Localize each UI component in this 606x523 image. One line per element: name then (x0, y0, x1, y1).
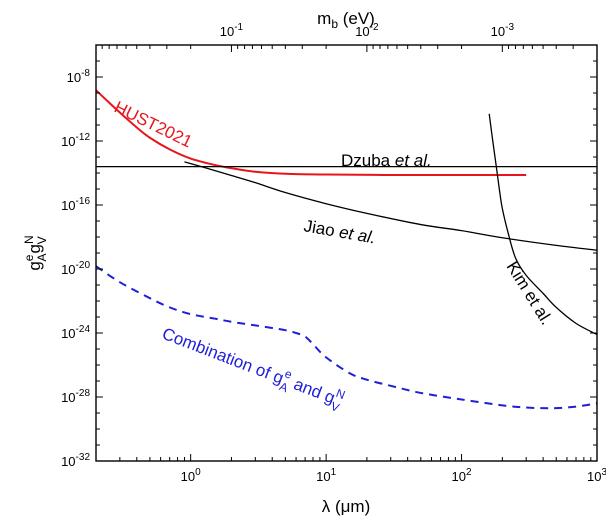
x-tick-label: 101 (316, 467, 336, 484)
y-tick-label: 10-12 (61, 132, 90, 149)
x-tick-label: 103 (587, 467, 606, 484)
x-tick-label: 100 (181, 467, 201, 484)
svg-text:geAgNV: geAgNV (22, 235, 49, 270)
label-layer: 100 101 102 103 10-32 10-28 10-24 10-20 10-16 10-… (61, 22, 606, 484)
plot-frame (95, 44, 598, 462)
annotation-kim: Kim et al. (503, 258, 557, 328)
series-line-4 (96, 265, 597, 410)
annotation-combination: Combination of geA and gNV (158, 320, 347, 415)
annotation-hust2021: HUST2021 (111, 98, 195, 152)
top-tick-label: 10-3 (491, 22, 515, 39)
series-line-3 (488, 113, 597, 336)
y-tick-label: 10-24 (61, 324, 90, 341)
top-tick-label: 10-2 (355, 22, 379, 39)
x-axis-title: λ (μm) (322, 497, 371, 516)
annotation-jiao: Jiao et al. (302, 216, 377, 247)
tick-layer (95, 44, 598, 462)
series-line-2 (184, 161, 597, 251)
top-axis-title: mb (eV) (317, 9, 375, 31)
y-tick-label: 10-20 (61, 260, 90, 277)
annotation-dzuba: Dzuba et al. (341, 151, 432, 170)
y-tick-label: 10-32 (61, 452, 90, 469)
y-tick-label: 10-8 (67, 68, 91, 85)
y-axis-title: geAgNV (22, 235, 49, 270)
top-tick-label: 10-1 (220, 22, 244, 39)
series-layer (96, 89, 597, 410)
y-tick-label: 10-16 (61, 196, 90, 213)
x-tick-label: 102 (452, 467, 472, 484)
y-tick-label: 10-28 (61, 388, 90, 405)
series-line-0 (96, 89, 527, 177)
